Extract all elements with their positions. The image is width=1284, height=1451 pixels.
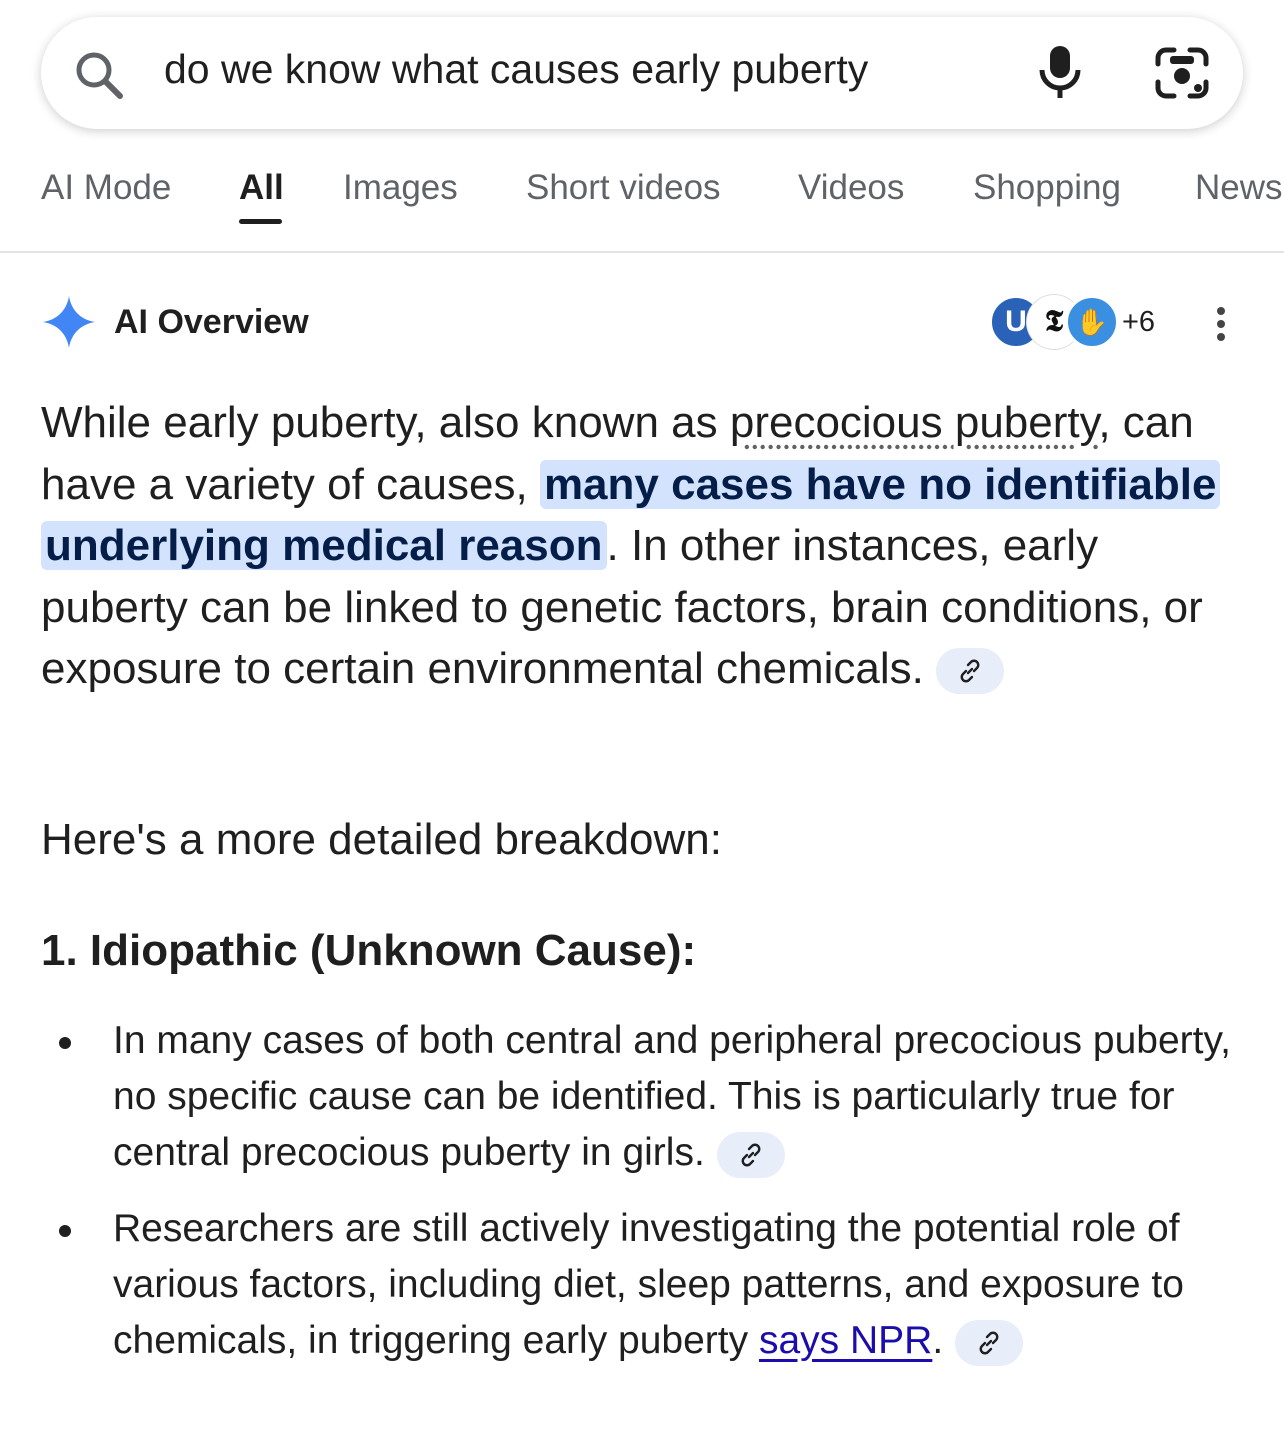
intro-text: . In other instances, early puberty can … [41,521,1203,693]
bullet-text: Researchers are still actively investiga… [113,1207,1184,1362]
list-item: In many cases of both central and periph… [41,1013,1241,1181]
active-tab-indicator [239,219,282,224]
ai-overview-intro: While early puberty, also known as preco… [41,392,1241,700]
search-tabs: AI Mode All Images Short videos Videos S… [0,150,1284,253]
ai-sparkle-icon [43,296,95,348]
source-link-chip[interactable] [716,1131,785,1178]
search-icon[interactable] [74,50,126,100]
bullet-text: In many cases of both central and periph… [113,1019,1231,1174]
tab-shopping[interactable]: Shopping [973,168,1121,207]
list-item: Researchers are still actively investiga… [41,1201,1241,1369]
bullet-dot [59,1225,71,1237]
intro-text: While early puberty, also known as [41,398,730,447]
intro-text: , can have a variety of causes, [41,398,1194,509]
microphone-icon[interactable] [1037,44,1083,100]
tab-all[interactable]: All [239,168,284,207]
breakdown-intro: Here's a more detailed breakdown: [41,815,722,864]
ai-overview-title: AI Overview [114,303,309,341]
section-heading: 1. Idiopathic (Unknown Cause): [41,926,697,975]
source-link-chip[interactable] [935,648,1004,695]
source-avatar: ✋ [1065,295,1119,349]
camera-lens-icon[interactable] [1154,46,1210,100]
link-icon [960,659,980,683]
source-link-chip[interactable] [955,1319,1024,1366]
tab-images[interactable]: Images [343,168,458,207]
bullet-dot [59,1037,71,1049]
source-avatars[interactable]: U 𝕿 ✋ [989,295,1119,351]
more-sources-count[interactable]: +6 [1122,306,1156,338]
link-icon [741,1143,761,1167]
tab-news[interactable]: News [1195,168,1283,207]
bullet-list: In many cases of both central and periph… [41,1013,1241,1369]
more-options-icon[interactable] [1206,304,1236,344]
tab-short-videos[interactable]: Short videos [526,168,721,207]
term-link[interactable]: precocious puberty [729,398,1099,447]
tab-videos[interactable]: Videos [798,168,905,207]
bullet-text-end: . [932,1319,944,1362]
source-inline-link[interactable]: says NPR [758,1319,933,1362]
link-icon [979,1331,999,1355]
search-input[interactable]: do we know what causes early puberty [164,46,869,92]
tab-ai-mode[interactable]: AI Mode [41,168,172,207]
